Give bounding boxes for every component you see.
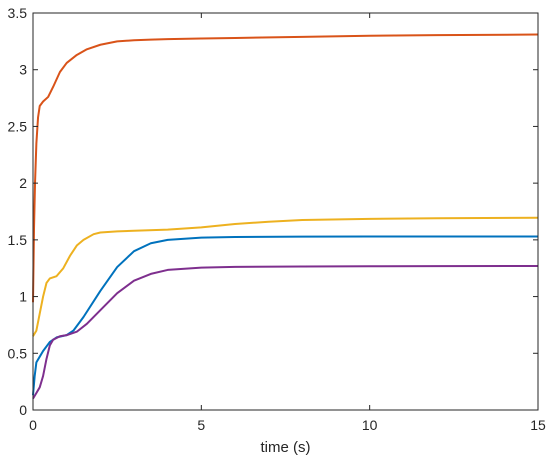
x-tick-label: 15: [530, 417, 546, 433]
x-tick-label: 10: [362, 417, 378, 433]
series-line-4: [32, 264, 539, 400]
y-tick-label: 1: [19, 289, 27, 305]
series-layer: [32, 33, 539, 400]
x-axis-label: time (s): [261, 439, 311, 456]
tick-layer: 0 5 10 15 0 0.5 1 1.5 2 2.5 3 3.5: [8, 5, 546, 433]
y-tick-label: 3.5: [8, 5, 28, 21]
plot-area-frame: [32, 12, 539, 411]
series-line-1: [32, 235, 538, 396]
y-tick-label: 3: [19, 62, 27, 78]
y-tick-label: 0: [19, 402, 27, 418]
series-line-3: [32, 216, 539, 337]
y-tick-label: 2: [19, 175, 27, 191]
y-tick-label: 1.5: [8, 232, 28, 248]
y-tick-label: 2.5: [8, 118, 28, 134]
x-tick-label: 5: [197, 417, 205, 433]
series-line-2: [32, 33, 539, 303]
x-tick-label: 0: [29, 417, 37, 433]
y-tick-label: 0.5: [8, 345, 28, 361]
